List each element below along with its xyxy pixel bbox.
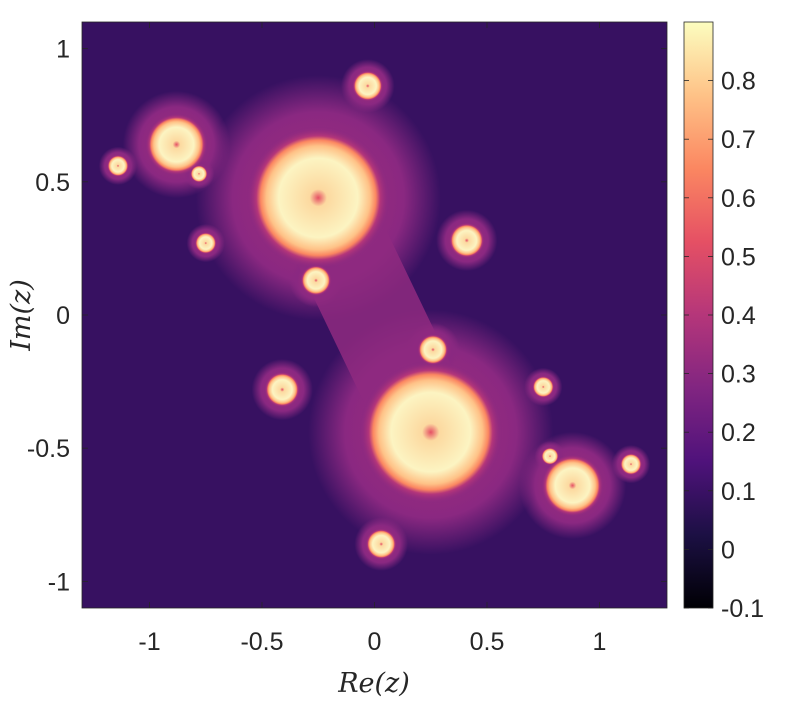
x-axis-title: Re(z) — [337, 668, 410, 699]
y-axis: 1 0.5 0 -0.5 -1 — [27, 36, 667, 596]
x-axis: -1 -0.5 0 0.5 1 — [138, 22, 606, 656]
fractal-lobe-13 — [417, 333, 449, 366]
y-tick-label: 1 — [56, 36, 70, 64]
fractal-lobe-14 — [190, 164, 208, 183]
colorbar-tick-label: 0.7 — [721, 126, 756, 154]
fractal-lobe-10 — [194, 231, 217, 255]
y-tick-label: 0 — [56, 302, 70, 330]
colorbar-tick-label: 0.4 — [721, 302, 756, 330]
x-tick-label: 0.5 — [470, 628, 505, 656]
fractal-lobe-5 — [264, 371, 301, 408]
fractal-lobe-15 — [541, 447, 559, 466]
fractal-image — [98, 59, 651, 571]
fractal-lobe-8 — [106, 154, 130, 178]
x-tick-label: -0.5 — [240, 628, 283, 656]
fractal-lobe-0 — [246, 125, 391, 270]
colorbar-tick-label: 0.5 — [721, 243, 756, 271]
fractal-lobe-11 — [532, 375, 555, 399]
fractal-lobe-1 — [358, 360, 503, 505]
fractal-lobe-12 — [300, 264, 332, 297]
y-tick-label: 0.5 — [35, 169, 70, 197]
fractal-lobe-3 — [541, 453, 604, 517]
colorbar-tick-label: 0.1 — [721, 478, 756, 506]
x-tick-label: -1 — [138, 628, 160, 656]
x-tick-label: 0 — [368, 628, 382, 656]
fractal-lobe-9 — [619, 452, 643, 476]
x-tick-label: 1 — [593, 628, 607, 656]
colorbar-tick-label: -0.1 — [721, 595, 764, 623]
colorbar-tick-label: 0 — [721, 536, 735, 564]
y-axis-title: Im(z) — [6, 279, 37, 352]
fractal-lobe-2 — [145, 113, 208, 177]
colorbar-tick-label: 0.2 — [721, 419, 756, 447]
colorbar: 0.8 0.7 0.6 0.5 0.4 0.3 0.2 0.1 0 -0.1 — [683, 21, 764, 623]
colorbar-ticks: 0.8 0.7 0.6 0.5 0.4 0.3 0.2 0.1 0 -0.1 — [684, 68, 764, 623]
y-tick-label: -1 — [48, 568, 70, 596]
colorbar-tick-label: 0.6 — [721, 185, 756, 213]
fractal-lobe-7 — [365, 528, 397, 560]
colorbar-tick-label: 0.8 — [721, 68, 756, 96]
plot-area — [81, 21, 668, 609]
y-tick-label: -0.5 — [27, 435, 70, 463]
fractal-lobe-4 — [448, 222, 485, 259]
fractal-lobe-6 — [352, 70, 384, 102]
colorbar-tick-label: 0.3 — [721, 361, 756, 389]
